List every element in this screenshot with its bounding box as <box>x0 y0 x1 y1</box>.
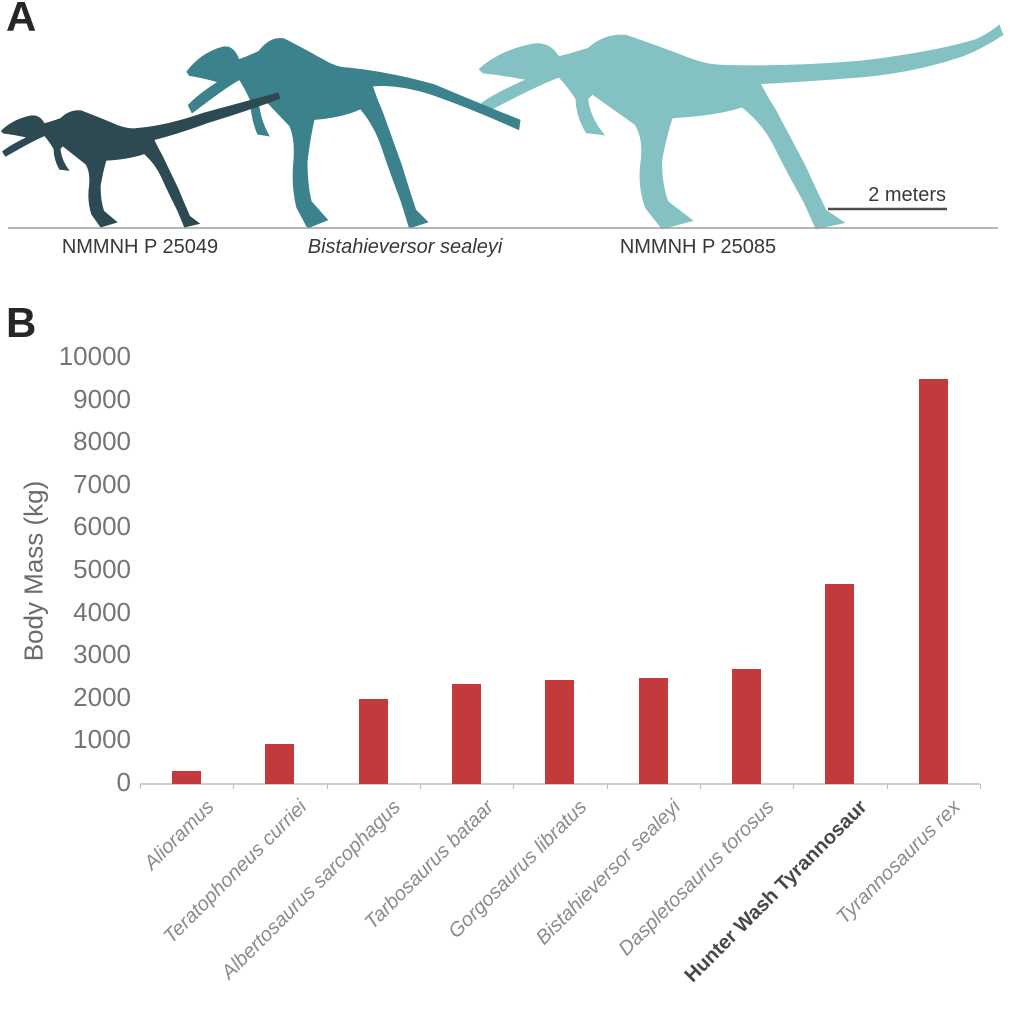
x-tick-mark <box>326 784 328 789</box>
y-tick-label: 6000 <box>73 511 131 542</box>
caption-bistahieversor-sealeyi: Bistahieversor sealeyi <box>307 236 503 258</box>
panel-b-label: B <box>6 299 37 346</box>
y-tick-label: 3000 <box>73 639 131 670</box>
panel-a-label: A <box>6 0 37 40</box>
caption-nmmnh-p-25085: NMMNH P 25085 <box>619 236 777 258</box>
tyrannosaur-silhouettes-graphic <box>0 24 1004 230</box>
x-tick-mark <box>979 784 981 789</box>
panel-a-size-comparison: A 2 meters NMMNH P 25049 Bistahieversor … <box>0 0 1012 300</box>
y-tick-label: 7000 <box>73 468 131 499</box>
bar <box>638 677 668 784</box>
bar <box>918 379 948 784</box>
bar <box>545 679 575 784</box>
x-category-label: Daspletosaurus torosus <box>614 796 779 961</box>
dino-silhouette-nmmnh-p-25049 <box>0 92 281 228</box>
x-category-label: Alioramus <box>139 796 219 875</box>
bar <box>732 668 762 784</box>
bar <box>265 743 295 784</box>
scale-bar-label: 2 meters <box>868 184 946 206</box>
x-tick-mark <box>419 784 421 789</box>
x-category-label: Albertosaurus sarcophagus <box>217 796 405 984</box>
y-tick-label: 10000 <box>58 341 131 371</box>
bar <box>172 771 202 784</box>
plot-area: 0 1000 2000 3000 4000 5000 6000 7000 8000 9000 100… <box>0 300 1012 1024</box>
x-tick-mark <box>886 784 888 789</box>
y-tick-label: 1000 <box>73 724 131 755</box>
x-axis-line <box>140 783 980 785</box>
y-tick-label: 9000 <box>73 383 131 414</box>
x-tick-mark <box>513 784 515 789</box>
x-tick-mark <box>699 784 701 789</box>
x-tick-mark <box>793 784 795 789</box>
bar <box>825 583 855 784</box>
x-tick-mark <box>140 784 141 789</box>
y-tick-label: 4000 <box>73 596 131 627</box>
y-tick-label: 2000 <box>73 681 131 712</box>
dino-silhouette-bistahieversor-sealeyi <box>186 38 521 229</box>
bar <box>358 698 388 784</box>
caption-nmmnh-p-25049: NMMNH P 25049 <box>61 236 219 258</box>
bar <box>452 683 482 784</box>
y-tick-label: 0 <box>116 767 131 797</box>
y-tick-label: 8000 <box>73 426 131 457</box>
y-tick-label: 5000 <box>73 554 131 584</box>
x-tick-mark <box>233 784 235 789</box>
panel-b-body-mass-chart: B Body Mass (kg) 0 1000 2000 3000 4000 5000 60… <box>0 300 1012 1024</box>
x-category-label: Hunter Wash Tyrannosaur <box>680 796 872 987</box>
x-tick-mark <box>606 784 608 789</box>
